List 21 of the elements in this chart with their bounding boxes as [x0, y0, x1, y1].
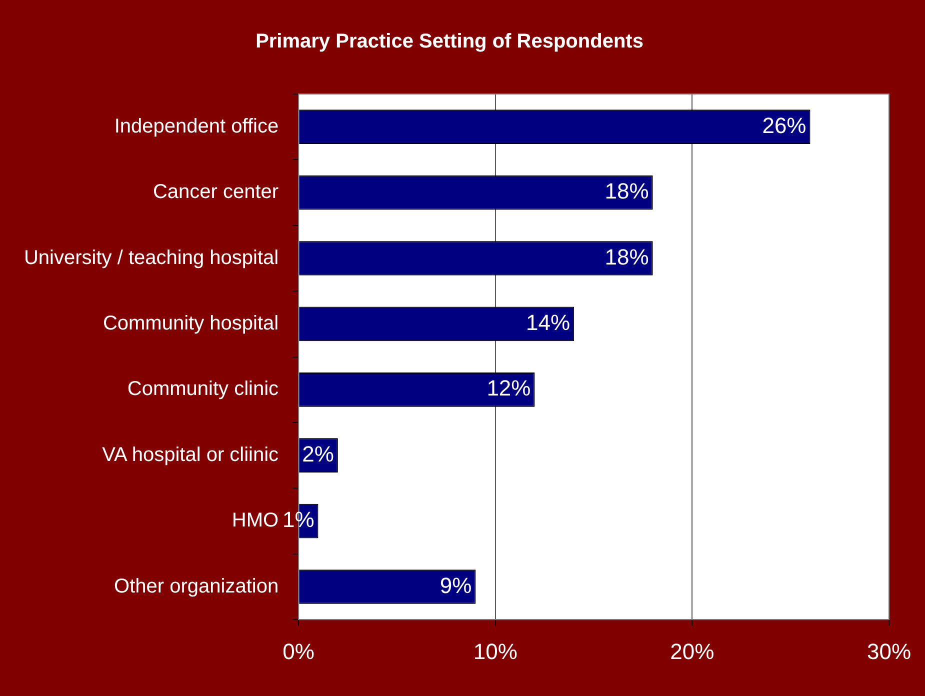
data-label: 12% [486, 376, 531, 401]
chart-title: Primary Practice Setting of Respondents [256, 30, 644, 53]
data-label: 26% [762, 112, 806, 138]
x-tick-label: 20% [670, 638, 714, 664]
data-label: 9% [440, 572, 472, 598]
x-tick-label: 10% [473, 638, 518, 664]
y-tick-label: Cancer center [152, 181, 279, 204]
data-label: 18% [604, 178, 649, 204]
data-label: 14% [526, 310, 570, 336]
x-tick-label: 30% [866, 638, 912, 664]
data-label: 1% [282, 507, 314, 532]
y-tick-label: HMO [232, 510, 279, 532]
y-tick-label: VA hospital or cliinic [102, 444, 279, 466]
x-tick-label: 0% [282, 638, 314, 664]
data-label: 2% [302, 441, 334, 466]
y-tick-label: Community clinic [127, 378, 279, 400]
y-tick-label: Other organization [114, 575, 279, 598]
y-tick-label: Independent office [114, 115, 279, 138]
y-tick-label: University / teaching hospital [24, 246, 279, 269]
y-tick-label: Community hospital [102, 312, 279, 334]
data-label: 18% [604, 244, 649, 270]
